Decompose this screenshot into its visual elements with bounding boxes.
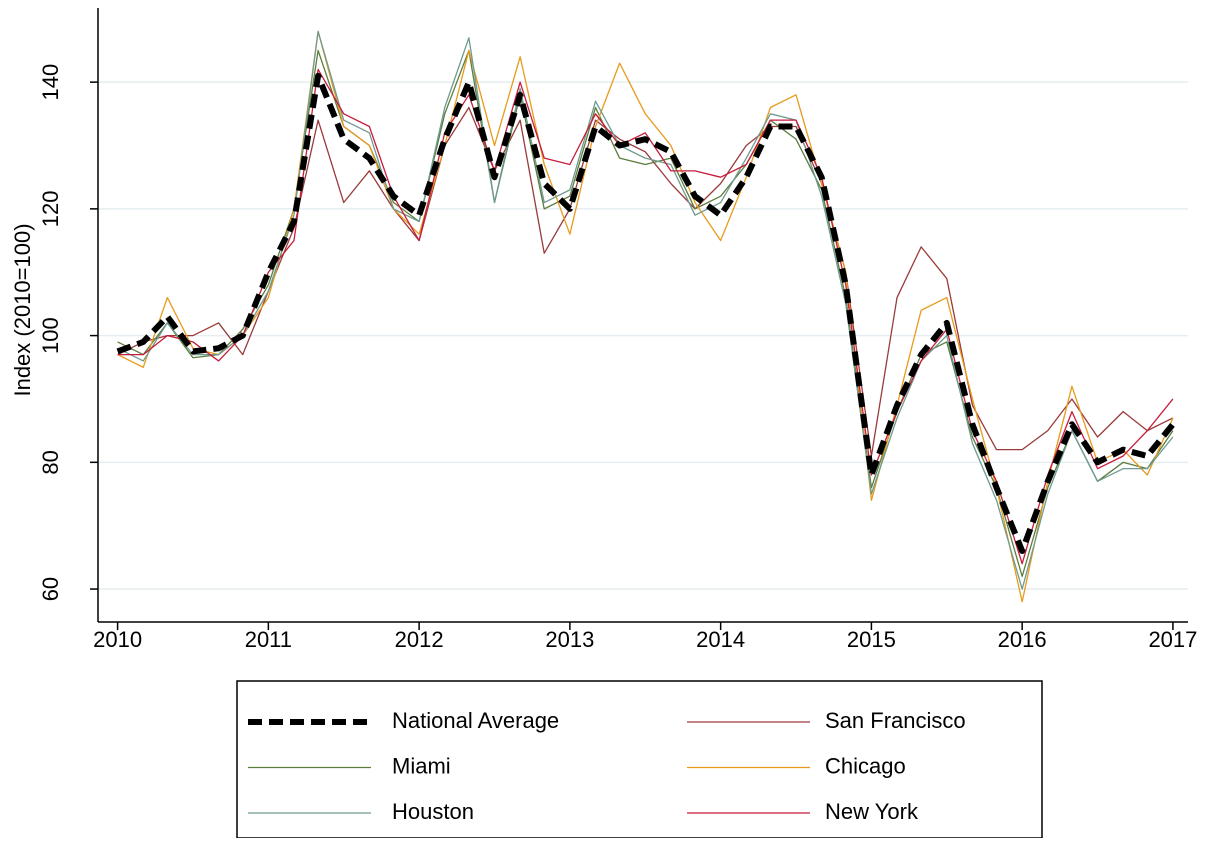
x-tick-label: 2010 <box>93 627 142 652</box>
y-axis-title: Index (2010=100) <box>10 223 35 396</box>
x-tick-label: 2016 <box>998 627 1047 652</box>
x-tick-label: 2013 <box>545 627 594 652</box>
series-line <box>116 72 1176 555</box>
legend-label: Miami <box>392 753 451 778</box>
y-tick-label: 100 <box>38 317 63 354</box>
x-tick-label: 2011 <box>245 627 292 652</box>
legend-label: Chicago <box>825 753 906 778</box>
legend-label: San Francisco <box>825 708 966 733</box>
series-line <box>117 30 1174 590</box>
x-tick-label: 2015 <box>847 627 896 652</box>
legend <box>236 680 1043 839</box>
legend-label: National Average <box>392 708 559 733</box>
x-tick-label: 2014 <box>696 627 745 652</box>
x-tick-label: 2017 <box>1148 627 1197 652</box>
y-tick-label: 140 <box>38 64 63 101</box>
y-tick-label: 80 <box>38 450 63 474</box>
legend-label: New York <box>825 799 919 824</box>
y-tick-label: 60 <box>38 577 63 601</box>
legend-label: Houston <box>392 799 474 824</box>
y-tick-label: 120 <box>38 191 63 228</box>
x-tick-label: 2012 <box>395 627 444 652</box>
